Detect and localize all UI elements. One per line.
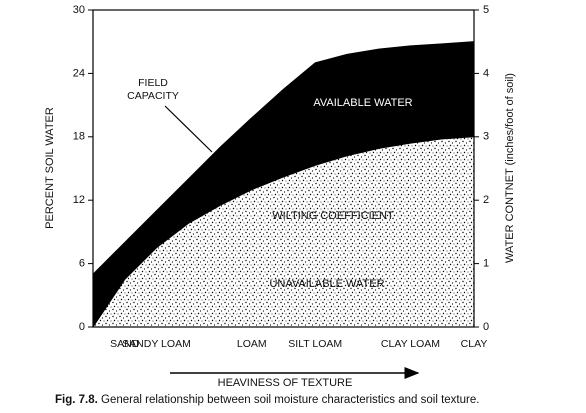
y-tick-label: 24: [73, 67, 85, 79]
caption-text: General relationship between soil moistu…: [101, 394, 480, 406]
y-axis-label: PERCENT SOIL WATER: [44, 107, 56, 229]
y2-tick-label: 4: [483, 67, 489, 79]
y-tick-label: 18: [73, 131, 85, 143]
y2-tick-label: 5: [483, 4, 489, 16]
x-tick-label: SANDY LOAM: [122, 338, 191, 350]
caption-label: Fig. 7.8.: [55, 394, 98, 406]
unavailable-water-label: UNAVAILABLE WATER: [269, 278, 384, 290]
x-axis-label: HEAVINESS OF TEXTURE: [218, 377, 353, 389]
y2-tick-label: 1: [483, 258, 489, 270]
wilting-label: WILTING COEFFICIENT: [272, 210, 394, 222]
y-tick-label: 6: [79, 258, 85, 270]
y2-tick-label: 2: [483, 194, 489, 206]
x-tick-label: SILT LOAM: [288, 338, 343, 350]
field-capacity-pointer: [164, 105, 213, 153]
y-tick-label: 12: [73, 194, 85, 206]
y-tick-label: 30: [73, 4, 85, 16]
x-tick-label: LOAM: [236, 338, 267, 350]
x-tick-label: SAND: [110, 338, 140, 350]
y2-axis-label: WATER CONTNET (inches/foot of soil): [504, 73, 516, 263]
wilting-area: [92, 136, 475, 328]
x-tick-label: CLAY: [460, 338, 488, 350]
y-tick-label: 0: [79, 321, 85, 333]
y2-tick-label: 3: [483, 131, 489, 143]
field-capacity-label: FIELD CAPACITY: [127, 77, 179, 102]
y2-tick-label: 0: [483, 321, 489, 333]
plot-frame: [92, 9, 475, 328]
available-water-label: AVAILABLE WATER: [313, 97, 412, 109]
caption: Fig. 7.8. General relationship between s…: [55, 394, 479, 406]
x-tick-label: CLAY LOAM: [380, 338, 441, 350]
